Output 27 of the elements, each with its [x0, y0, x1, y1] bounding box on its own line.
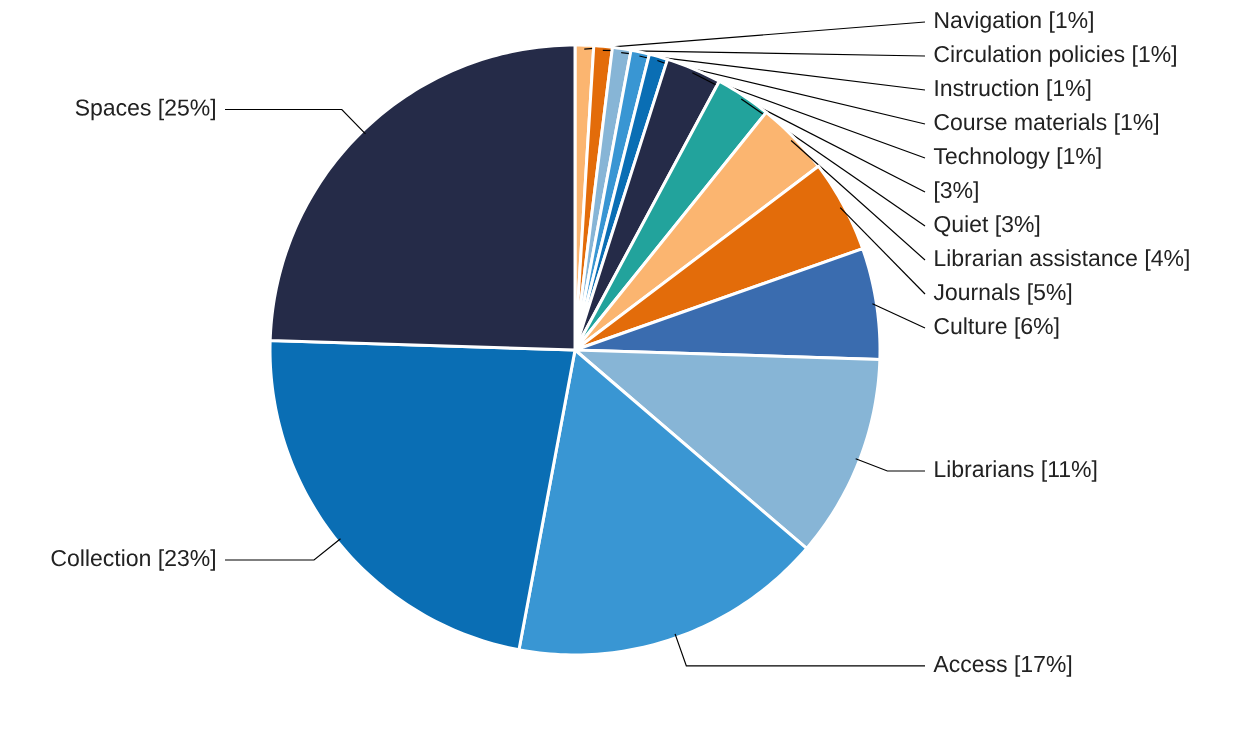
slice-label: Collection [51, 549, 150, 567]
slice-label: Access [933, 656, 1007, 673]
data-label: [5%] [1028, 283, 1072, 305]
slice-label: Librarians [935, 460, 1034, 478]
slice-label: Course materials [934, 113, 1107, 131]
data-label: [4%] [1145, 249, 1189, 271]
data-label: [23%] [159, 549, 215, 571]
data-label: [3%] [996, 215, 1040, 237]
slice-label: Technology [933, 147, 1050, 169]
slice-label: Quiet [934, 215, 989, 237]
data-label: [25%] [159, 98, 215, 121]
data-label: [1%] [1133, 45, 1176, 67]
slice-label: Spaces [75, 99, 151, 121]
data-label: [1%] [1057, 147, 1101, 169]
slice-label: Journals [933, 283, 1020, 301]
data-label: [3%] [935, 181, 978, 203]
slice-label: Circulation policies [934, 45, 1125, 67]
data-label: [11%] [1042, 460, 1097, 482]
slice-label: Culture [934, 317, 1007, 335]
data-label: [1%] [1047, 79, 1091, 101]
slice-label: Librarian assistance [935, 249, 1137, 267]
slice-label: Navigation [935, 11, 1041, 33]
data-label: [17%] [1015, 655, 1072, 677]
slice-label: Instruction [935, 79, 1039, 97]
data-label: [1%] [1115, 113, 1158, 135]
data-label: [1%] [1050, 11, 1093, 33]
data-label: [6%] [1015, 317, 1059, 339]
